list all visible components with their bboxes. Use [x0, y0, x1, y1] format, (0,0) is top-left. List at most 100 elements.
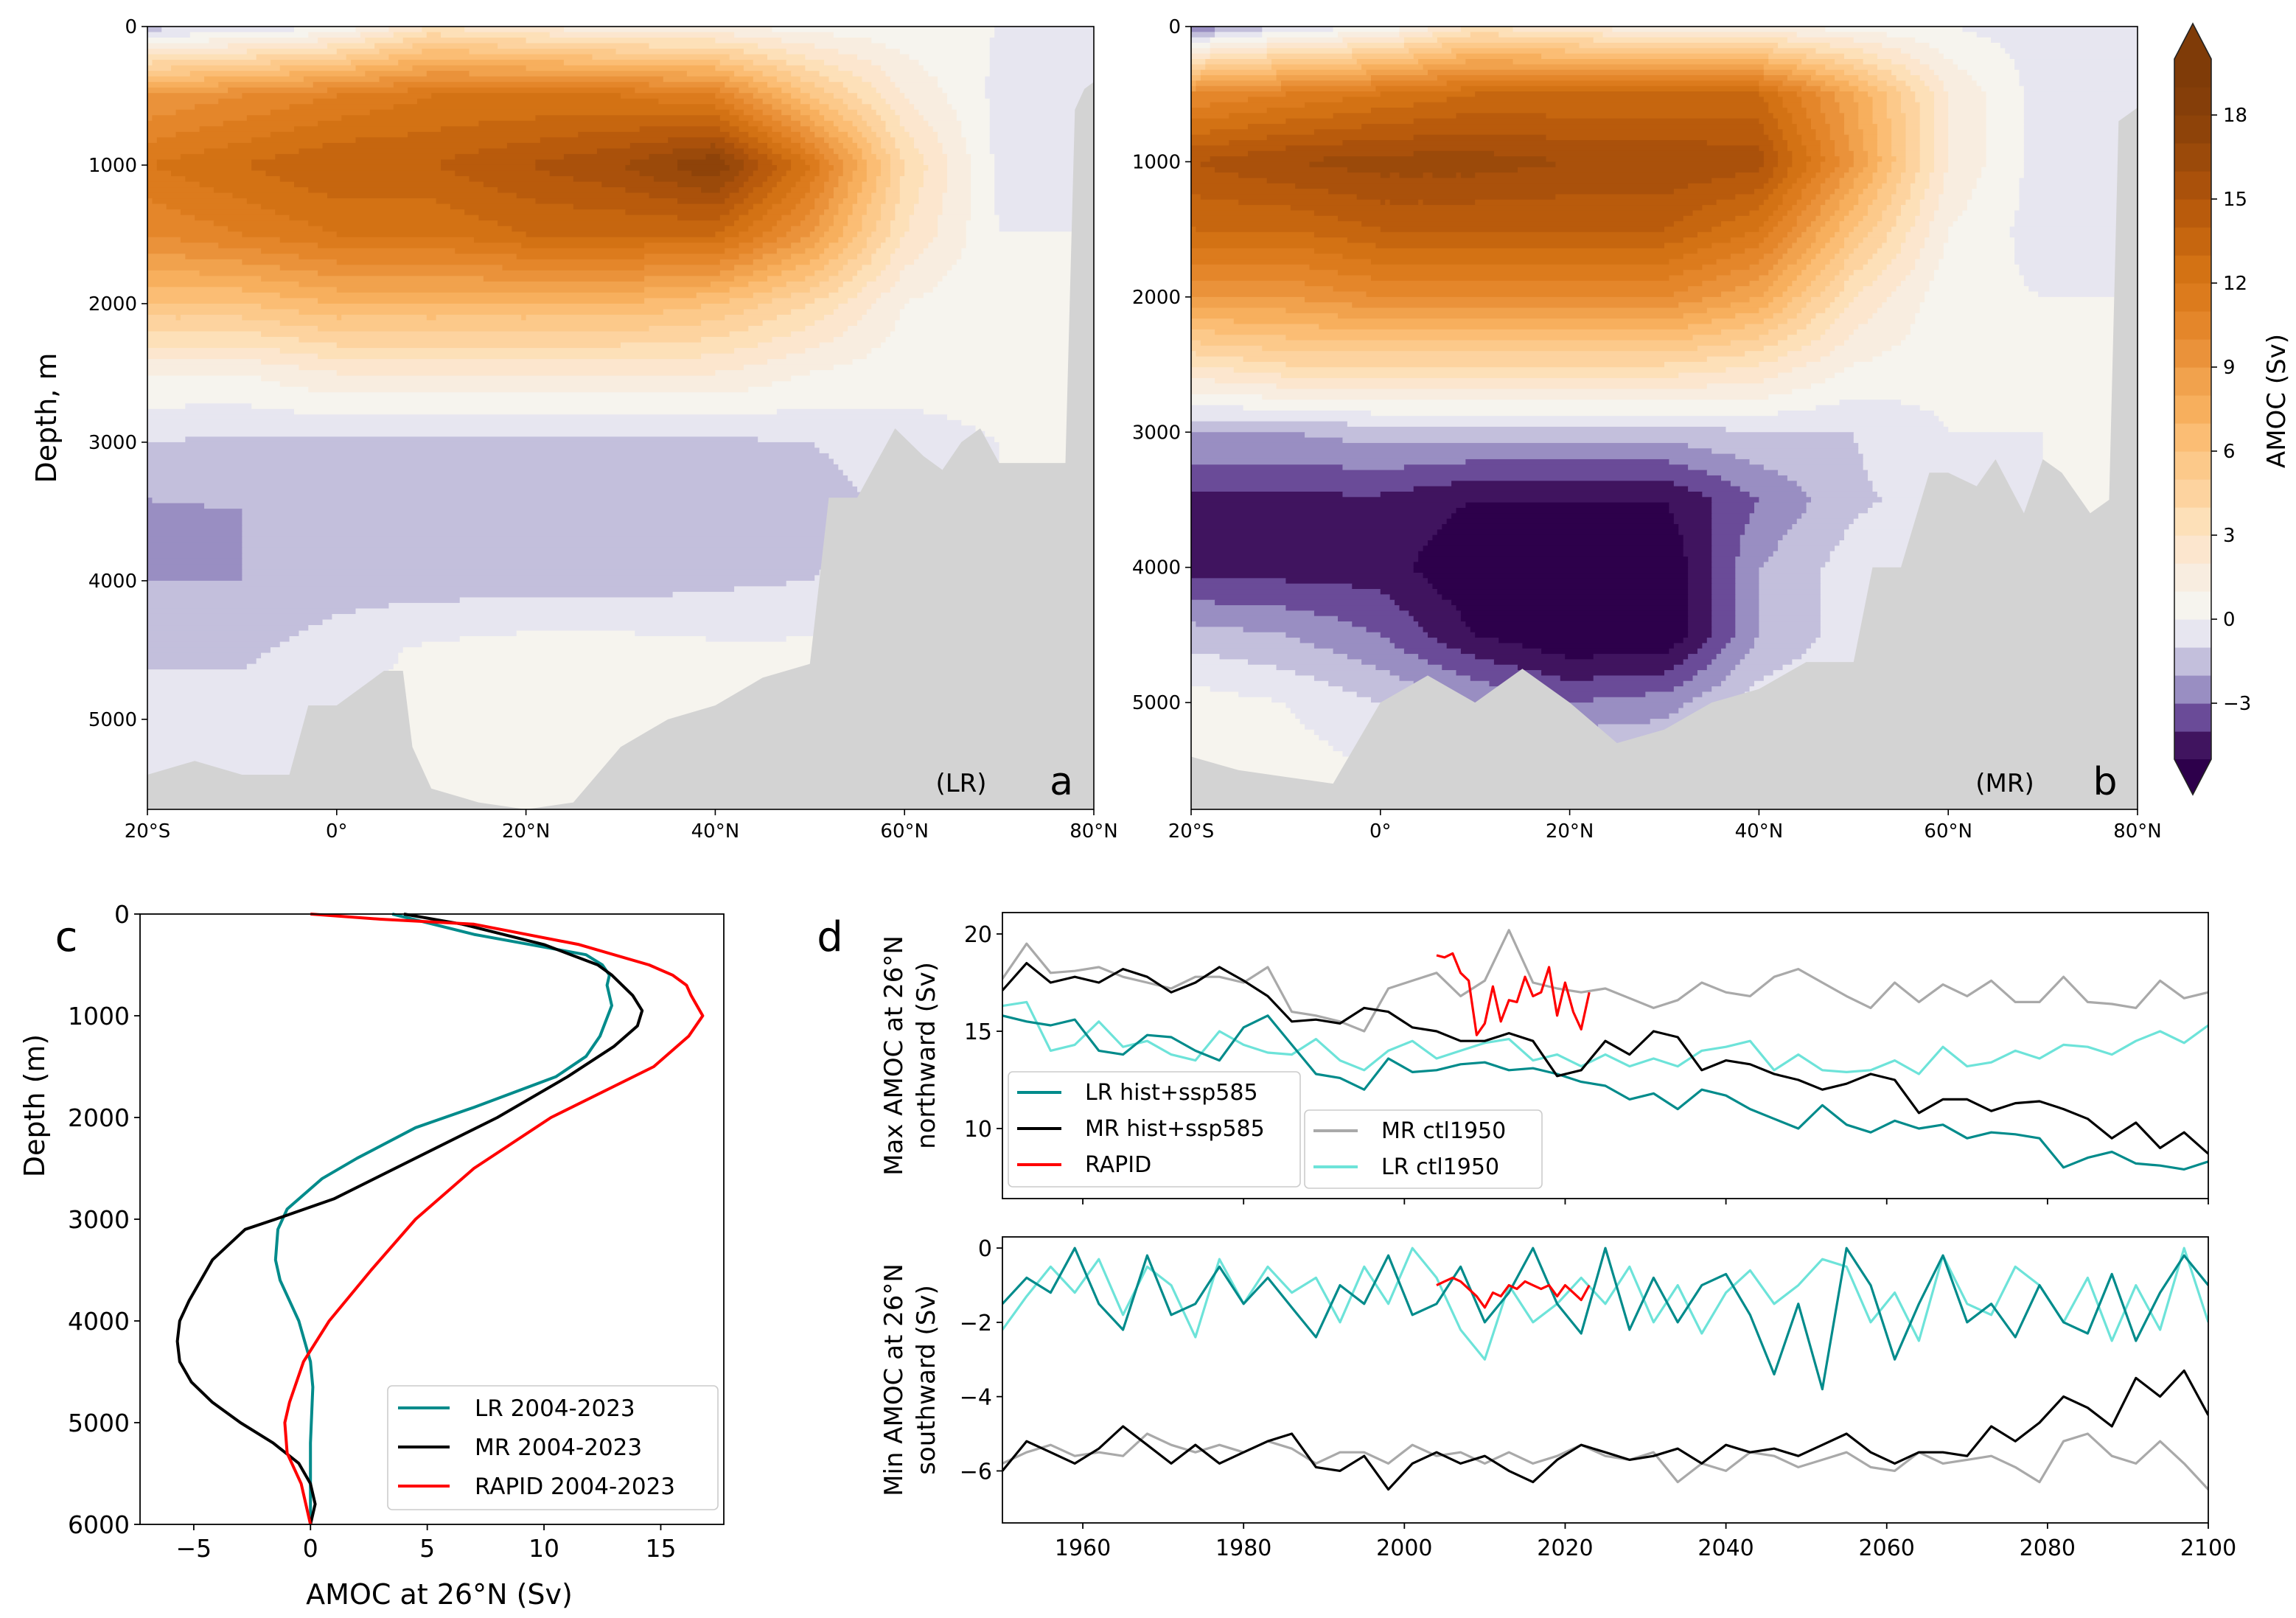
contour-cell — [1825, 221, 1840, 228]
contour-cell — [1428, 686, 1514, 693]
contour-cell — [748, 226, 773, 232]
contour-cell — [1782, 199, 1798, 206]
contour-cell — [294, 181, 484, 188]
contour-cell — [805, 215, 820, 221]
contour-cell — [1456, 507, 1670, 515]
contour-cell — [1835, 318, 1868, 325]
contour-cell — [862, 153, 877, 161]
contour-cell — [1403, 37, 1438, 43]
contour-cell — [279, 176, 470, 183]
contour-cell — [1702, 491, 1751, 498]
contour-cell — [710, 281, 750, 288]
contour-cell — [791, 243, 816, 249]
contour-cell — [1711, 632, 1737, 638]
contour-cell — [862, 98, 887, 105]
contour-cell — [1986, 129, 2025, 136]
y-tick-label: 0 — [978, 1236, 992, 1262]
contour-cell — [1910, 270, 1935, 276]
contour-cell — [848, 192, 858, 199]
contour-cell — [1248, 97, 1344, 103]
contour-cell — [1919, 156, 1935, 163]
contour-cell — [1740, 659, 1793, 666]
contour-cell — [1706, 140, 1774, 147]
contour-cell — [1948, 91, 1987, 98]
contour-cell — [1948, 156, 1987, 163]
contour-cell — [819, 170, 830, 177]
contour-cell — [1839, 156, 1854, 163]
contour-cell — [748, 120, 764, 128]
contour-cell — [1215, 32, 1263, 38]
contour-cell — [1773, 140, 1788, 147]
contour-cell — [1593, 675, 1694, 682]
contour-cell — [1711, 226, 1760, 233]
contour-cell — [1711, 545, 1741, 552]
contour-cell — [1266, 48, 1353, 55]
y-tick-label: 10 — [964, 1117, 992, 1143]
contour-cell — [809, 209, 825, 216]
contour-cell — [729, 76, 754, 83]
contour-cell — [899, 243, 929, 249]
contour-cell — [838, 176, 854, 183]
contour-cell — [1711, 686, 1751, 693]
contour-cell — [1843, 129, 1864, 136]
contour-cell — [289, 636, 461, 643]
contour-cell — [1403, 464, 1689, 471]
contour-cell — [1763, 221, 1779, 228]
contour-cell — [1778, 221, 1798, 228]
contour-cell — [2023, 145, 2138, 152]
colorbar-level — [2174, 479, 2211, 508]
contour-cell — [819, 98, 844, 105]
contour-cell — [1370, 259, 1670, 265]
contour-cell — [1943, 421, 2138, 428]
contour-cell — [1759, 578, 1821, 585]
contour-cell — [1882, 302, 1921, 309]
contour-cell — [1939, 48, 2006, 55]
contour-cell — [677, 164, 730, 172]
contour-cell — [772, 381, 1094, 388]
contour-cell — [994, 164, 1094, 172]
contour-cell — [1460, 648, 1542, 655]
contour-cell — [204, 76, 304, 83]
contour-cell — [1792, 161, 1807, 168]
contour-cell — [852, 137, 868, 144]
contour-cell — [1536, 719, 1651, 725]
contour-cell — [2042, 475, 2138, 482]
colorbar-level — [2174, 507, 2211, 536]
contour-cell — [942, 276, 1094, 282]
contour-cell — [748, 281, 787, 288]
contour-cell — [1451, 599, 1689, 606]
contour-cell — [1763, 156, 1779, 163]
contour-cell — [885, 265, 905, 271]
contour-cell — [828, 292, 858, 299]
contour-cell — [781, 109, 801, 116]
contour-cell — [147, 547, 243, 554]
contour-cell — [890, 176, 901, 183]
contour-cell — [890, 170, 905, 177]
contour-cell — [1943, 183, 1978, 189]
contour-cell — [1276, 664, 1377, 671]
contour-cell — [966, 148, 991, 155]
contour-cell — [1579, 43, 1779, 49]
contour-cell — [2038, 291, 2138, 298]
contour-cell — [1759, 605, 1821, 612]
contour-cell — [989, 71, 1094, 77]
contour-cell — [1768, 194, 1784, 200]
contour-cell — [1442, 594, 1689, 601]
contour-cell — [147, 425, 977, 432]
contour-cell — [360, 32, 394, 38]
contour-cell — [147, 65, 172, 72]
contour-cell — [1437, 37, 1594, 43]
contour-cell — [1191, 388, 1793, 395]
contour-cell — [999, 220, 1094, 227]
contour-cell — [1683, 270, 1731, 276]
contour-cell — [1759, 573, 1821, 579]
contour-cell — [1825, 243, 1845, 249]
contour-cell — [1428, 27, 1462, 33]
contour-cell — [1191, 324, 1320, 330]
contour-cell — [1858, 194, 1878, 200]
contour-cell — [1806, 302, 1831, 309]
contour-cell — [899, 276, 943, 282]
legend-label: MR 2004-2023 — [475, 1434, 642, 1461]
contour-cell — [994, 192, 1094, 199]
contour-cell — [715, 65, 744, 72]
